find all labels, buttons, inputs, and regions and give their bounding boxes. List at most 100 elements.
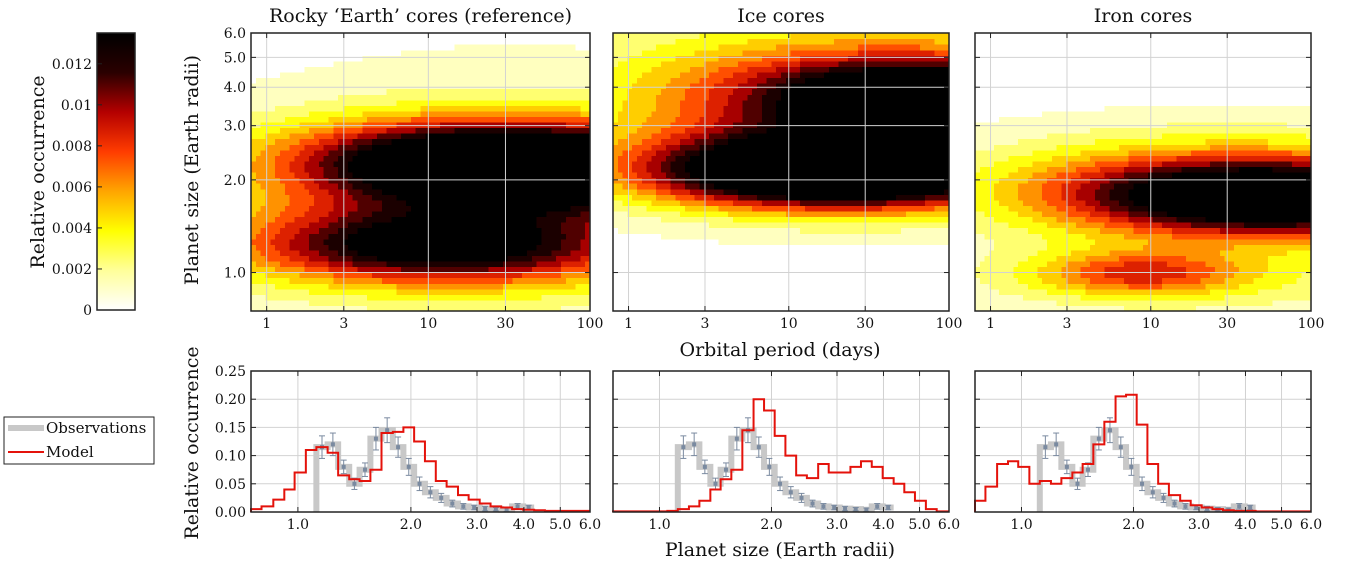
heatmap-cell [627, 49, 633, 56]
heatmap-cell [541, 283, 548, 290]
heatmap-cell [478, 110, 485, 117]
heatmap-cell [328, 205, 334, 212]
heatmap-cell [699, 210, 705, 218]
heatmap-cell [488, 155, 494, 162]
heatmap-cell [270, 155, 276, 162]
heatmap-cell [551, 83, 557, 90]
heatmap-cell [570, 244, 577, 251]
heatmap-cell [483, 233, 489, 240]
heatmap-cell [435, 94, 441, 101]
heatmap-cell [585, 260, 591, 268]
heatmap-cell [737, 116, 744, 123]
heatmap-cell [742, 110, 748, 117]
heatmap-cell [651, 110, 657, 117]
heatmap-cell [522, 305, 528, 312]
heatmap-cell [260, 266, 267, 273]
heatmap-cell [284, 255, 291, 262]
heatmap-cell [575, 49, 581, 56]
heatmap-cell [536, 38, 543, 45]
heatmap-cell [507, 210, 514, 218]
heatmap-cell [728, 116, 734, 123]
heatmap-cell [464, 227, 470, 234]
top-xlabel: Orbital period (days) [680, 339, 881, 361]
heatmap-cell [512, 138, 518, 145]
heatmap-cell [464, 249, 470, 256]
heatmap-cell [284, 183, 291, 190]
heatmap-cell [299, 249, 305, 256]
heatmap-cell [723, 127, 729, 134]
heatmap-cell [613, 38, 619, 45]
heatmap-cell [776, 44, 782, 51]
heatmap-cell [493, 160, 499, 168]
heatmap-cell [459, 288, 465, 295]
heatmap-cells [251, 33, 591, 312]
heatmap-cell [415, 233, 422, 240]
heatmap-cell [347, 116, 354, 123]
heatmap-cell [641, 194, 648, 201]
heatmap-cell [323, 283, 330, 290]
heatmap-cell [641, 216, 648, 223]
heatmap-cell [444, 33, 451, 40]
heatmap-cell [265, 88, 271, 95]
heatmap-cell [372, 138, 378, 145]
heatmap-cell [556, 183, 562, 190]
heatmap-cell [275, 244, 281, 251]
heatmap-cell [280, 149, 286, 156]
heatmap-cell [270, 227, 276, 234]
heatmap-cell [338, 194, 344, 201]
heatmap-cell [444, 121, 451, 129]
heatmap-cell [338, 266, 344, 273]
heatmap-cell [391, 166, 397, 173]
heatmap-cell [570, 183, 577, 190]
heatmap-cell [410, 299, 417, 307]
heatmap-cell [670, 177, 676, 184]
heatmap-cell [255, 155, 262, 162]
heatmap-cell [459, 83, 465, 90]
heatmap-cell [665, 88, 672, 95]
heatmap-cell [405, 94, 412, 101]
heatmap-cell [391, 249, 397, 256]
heatmap-cell [338, 138, 344, 145]
heatmap-cell [343, 133, 349, 140]
heatmap-cell [546, 277, 552, 284]
heatmap-cell [328, 88, 334, 95]
heatmap-cell [280, 205, 286, 212]
heatmap-cell [512, 83, 518, 90]
heatmap-cell [381, 105, 388, 112]
heatmap-cell [275, 116, 281, 123]
heatmap-cell [522, 116, 528, 123]
heatmap-cell [661, 222, 667, 229]
heatmap-cell [405, 205, 412, 212]
heatmap-cell [497, 283, 504, 290]
heatmap-cell [454, 94, 460, 101]
heatmap-cell [289, 294, 296, 301]
heatmap-cell [733, 149, 739, 156]
heatmap-cell [651, 116, 657, 123]
heatmap-cell [551, 71, 557, 79]
heatmap-cell [560, 144, 567, 151]
heatmap-cell [790, 44, 796, 51]
heatmap-cell [771, 183, 777, 190]
heatmap-cell [352, 155, 359, 162]
heatmap-cell [771, 133, 777, 140]
heatmap-cell [367, 83, 373, 90]
heatmap-cell [318, 210, 325, 218]
heatmap-cell [651, 133, 657, 140]
heatmap-cell [289, 210, 296, 218]
heatmap-cell [497, 127, 504, 134]
heatmap-cell [352, 266, 359, 273]
heatmap-cell [585, 227, 591, 234]
heatmap-cell [661, 60, 667, 67]
heatmap-cell [580, 238, 586, 245]
heatmap-cell [265, 277, 271, 284]
heatmap-cell [752, 177, 758, 184]
heatmap-cell [675, 183, 681, 190]
heatmap-cell [352, 260, 359, 268]
heatmap-cell [757, 177, 763, 184]
heatmap-cell [536, 94, 543, 101]
heatmap-cell [313, 266, 320, 273]
heatmap-cell [627, 149, 633, 156]
heatmap-cell [512, 233, 518, 240]
heatmap-cell [294, 116, 301, 123]
heatmap-cell [512, 238, 518, 245]
